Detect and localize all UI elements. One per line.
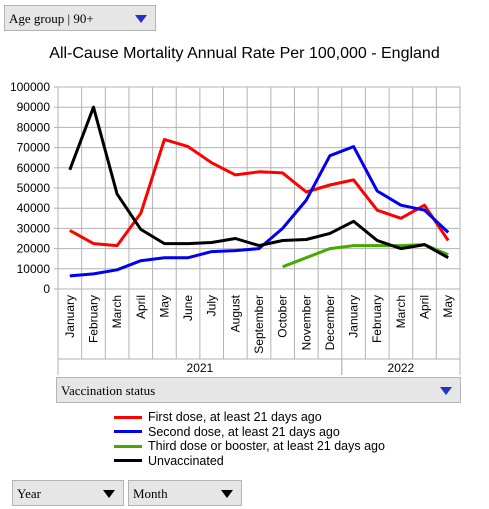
y-tick-label: 0 bbox=[43, 282, 50, 296]
y-tick-label: 60000 bbox=[17, 161, 51, 175]
x-tick-label: June bbox=[181, 295, 195, 321]
legend-swatch bbox=[114, 459, 142, 463]
x-tick-label: January bbox=[347, 295, 361, 338]
legend-swatch bbox=[114, 430, 142, 434]
x-tick-label: August bbox=[228, 294, 242, 332]
legend-label: Third dose or booster, at least 21 days … bbox=[148, 439, 385, 454]
y-tick-label: 80000 bbox=[17, 120, 51, 134]
x-tick-label: April bbox=[134, 295, 148, 319]
mortality-line-chart: 0 10000 20000 30000 40000 50000 60000 70000 8000… bbox=[10, 80, 461, 375]
y-tick-label: 70000 bbox=[17, 141, 51, 155]
vaccination-status-select-label: Vaccination status bbox=[61, 383, 156, 398]
month-select-label: Month bbox=[133, 486, 168, 501]
x-tick-label: March bbox=[110, 295, 124, 328]
legend-item: Unvaccinated bbox=[114, 454, 385, 469]
x-tick-label: December bbox=[323, 295, 337, 350]
x-tick-label: July bbox=[205, 295, 219, 316]
x-tick-label: May bbox=[157, 295, 171, 318]
chevron-down-icon bbox=[221, 490, 233, 498]
y-tick-label: 40000 bbox=[17, 201, 51, 215]
x-tick-label: January bbox=[63, 295, 77, 338]
y-tick-label: 20000 bbox=[17, 242, 51, 256]
year-label: 2021 bbox=[187, 361, 214, 375]
x-tick-label: May bbox=[441, 295, 455, 318]
y-tick-label: 100000 bbox=[10, 80, 50, 94]
chart-title: All-Cause Mortality Annual Rate Per 100,… bbox=[49, 45, 440, 62]
legend-item: Second dose, at least 21 days ago bbox=[114, 425, 385, 440]
age-group-select-label: Age group | 90+ bbox=[9, 11, 94, 26]
vaccination-status-select[interactable]: Vaccination status bbox=[56, 377, 461, 403]
series-line bbox=[69, 145, 450, 278]
x-tick-label: February bbox=[86, 295, 100, 343]
chevron-down-icon bbox=[440, 387, 452, 395]
chart-legend: First dose, at least 21 days ago Second … bbox=[114, 410, 385, 468]
chevron-down-icon bbox=[135, 15, 147, 23]
x-tick-label: October bbox=[276, 295, 290, 338]
year-select[interactable]: Year bbox=[12, 480, 124, 506]
legend-swatch bbox=[114, 415, 142, 419]
legend-swatch bbox=[114, 444, 142, 448]
year-select-label: Year bbox=[17, 486, 41, 501]
legend-label: Unvaccinated bbox=[148, 453, 224, 468]
y-tick-label: 50000 bbox=[17, 181, 51, 195]
x-tick-label: September bbox=[252, 295, 266, 354]
y-tick-label: 90000 bbox=[17, 100, 51, 114]
x-tick-label: November bbox=[299, 295, 313, 350]
legend-label: First dose, at least 21 days ago bbox=[148, 410, 322, 425]
legend-item: Third dose or booster, at least 21 days … bbox=[114, 439, 385, 454]
month-select[interactable]: Month bbox=[128, 480, 242, 506]
series-line bbox=[68, 105, 449, 260]
y-tick-label: 30000 bbox=[17, 221, 51, 235]
age-group-select[interactable]: Age group | 90+ bbox=[4, 5, 156, 31]
chevron-down-icon bbox=[103, 490, 115, 498]
series-line bbox=[69, 138, 450, 248]
x-tick-label: February bbox=[370, 295, 384, 343]
x-tick-label: March bbox=[394, 295, 408, 328]
legend-item: First dose, at least 21 days ago bbox=[114, 410, 385, 425]
x-tick-label: April bbox=[418, 295, 432, 319]
y-tick-label: 10000 bbox=[17, 262, 51, 276]
legend-label: Second dose, at least 21 days ago bbox=[148, 424, 340, 439]
year-label: 2022 bbox=[388, 361, 415, 375]
